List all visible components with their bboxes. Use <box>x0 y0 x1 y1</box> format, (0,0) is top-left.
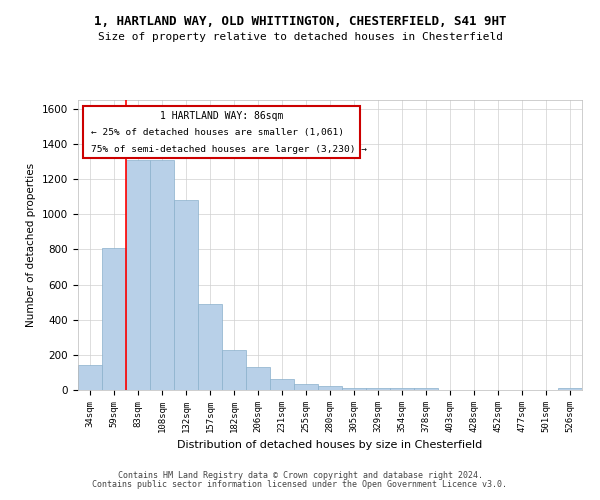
Bar <box>78 366 102 390</box>
Bar <box>366 388 390 390</box>
Text: 1 HARTLAND WAY: 86sqm: 1 HARTLAND WAY: 86sqm <box>160 111 283 121</box>
Text: Contains HM Land Registry data © Crown copyright and database right 2024.: Contains HM Land Registry data © Crown c… <box>118 471 482 480</box>
Bar <box>222 350 246 390</box>
Bar <box>318 386 342 390</box>
Text: ← 25% of detached houses are smaller (1,061): ← 25% of detached houses are smaller (1,… <box>91 128 344 138</box>
Bar <box>150 160 174 390</box>
Y-axis label: Number of detached properties: Number of detached properties <box>26 163 37 327</box>
Bar <box>270 378 294 390</box>
Text: 75% of semi-detached houses are larger (3,230) →: 75% of semi-detached houses are larger (… <box>91 145 367 154</box>
Bar <box>102 248 126 390</box>
X-axis label: Distribution of detached houses by size in Chesterfield: Distribution of detached houses by size … <box>178 440 482 450</box>
Bar <box>198 304 222 390</box>
Bar <box>342 388 366 390</box>
Bar <box>246 367 270 390</box>
Bar <box>390 388 414 390</box>
Bar <box>558 388 582 390</box>
Bar <box>126 160 150 390</box>
Bar <box>174 200 198 390</box>
FancyBboxPatch shape <box>83 106 360 158</box>
Text: Contains public sector information licensed under the Open Government Licence v3: Contains public sector information licen… <box>92 480 508 489</box>
Text: 1, HARTLAND WAY, OLD WHITTINGTON, CHESTERFIELD, S41 9HT: 1, HARTLAND WAY, OLD WHITTINGTON, CHESTE… <box>94 15 506 28</box>
Bar <box>414 388 438 390</box>
Text: Size of property relative to detached houses in Chesterfield: Size of property relative to detached ho… <box>97 32 503 42</box>
Bar <box>294 384 318 390</box>
